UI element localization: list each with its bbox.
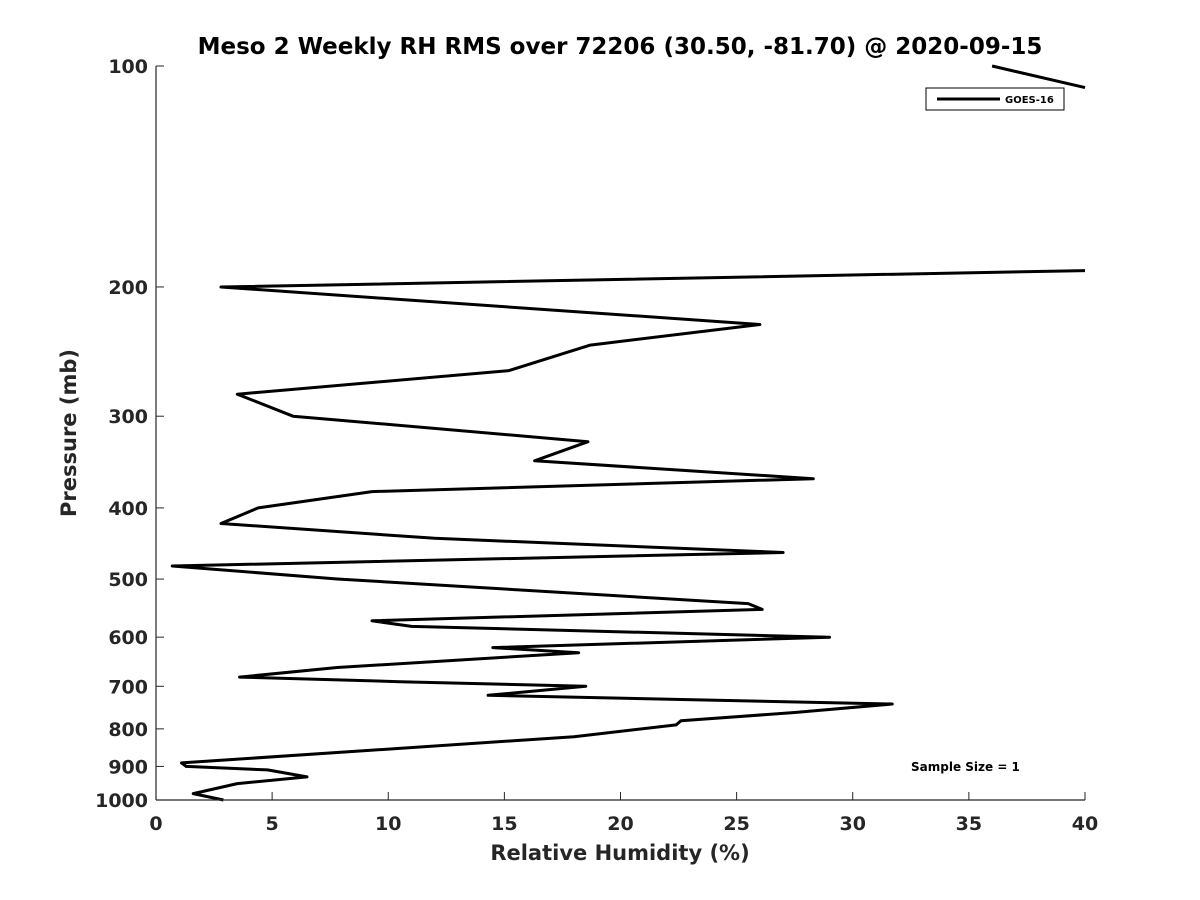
x-tick-label: 5: [266, 813, 279, 835]
x-axis-label: Relative Humidity (%): [490, 841, 749, 865]
x-tick-label: 10: [375, 813, 401, 835]
y-tick-label: 900: [108, 756, 148, 778]
chart-title: Meso 2 Weekly RH RMS over 72206 (30.50, …: [198, 34, 1043, 60]
x-tick-label: 35: [956, 813, 982, 835]
legend-label: GOES-16: [1005, 95, 1054, 106]
x-tick-label: 15: [491, 813, 517, 835]
y-tick-label: 100: [108, 56, 148, 78]
y-tick-label: 600: [108, 627, 148, 649]
series-line-segment: [991, 64, 1086, 90]
y-tick-label: 200: [108, 277, 148, 299]
axes-frame: [155, 66, 1085, 801]
series-line-goes-16: [170, 269, 1086, 802]
y-axis-label: Pressure (mb): [57, 349, 81, 517]
x-tick-label: 40: [1072, 813, 1098, 835]
y-tick-label: 400: [108, 498, 148, 520]
y-tick-label: 700: [108, 676, 148, 698]
x-axis: 0 5 10 15 20 25 30 35 40: [149, 792, 1098, 835]
x-tick-label: 25: [723, 813, 749, 835]
x-tick-label: 0: [149, 813, 162, 835]
legend: GOES-16: [925, 87, 1065, 111]
x-tick-label: 20: [607, 813, 633, 835]
y-tick-label: 800: [108, 719, 148, 741]
y-tick-label: 1000: [95, 790, 148, 812]
series-layer: [170, 64, 1086, 802]
y-tick-label: 500: [108, 569, 148, 591]
y-axis: 100 200 300 400 500 600 700 800 900 1000: [95, 56, 164, 812]
y-tick-label: 300: [108, 406, 148, 428]
x-tick-label: 30: [840, 813, 866, 835]
sample-size-annotation: Sample Size = 1: [911, 760, 1020, 774]
